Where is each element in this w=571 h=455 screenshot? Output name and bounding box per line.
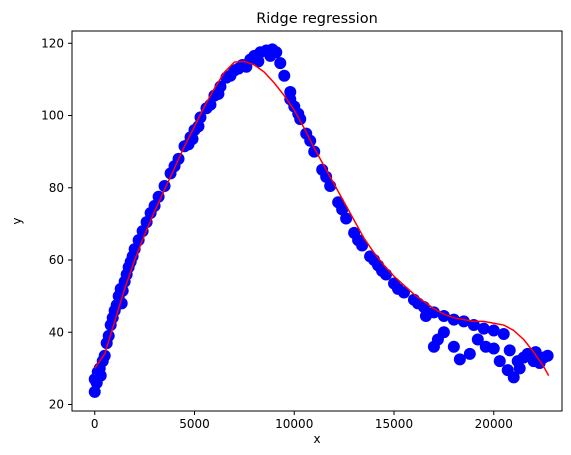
plot-area <box>88 43 554 398</box>
scatter-point <box>212 87 225 100</box>
y-axis-label: y <box>10 217 24 224</box>
plot-frame <box>71 30 563 412</box>
y-tick-label: 40 <box>49 325 64 339</box>
scatter-point <box>477 322 490 335</box>
scatter-point <box>152 190 165 203</box>
scatter-point <box>88 385 101 398</box>
scatter-point <box>471 333 484 346</box>
scatter-point <box>392 282 404 295</box>
scatter-point <box>352 234 365 247</box>
scatter-point <box>487 324 500 337</box>
scatter-point <box>419 310 432 322</box>
scatter-point <box>140 216 153 229</box>
x-tick-label: 20000 <box>475 417 513 431</box>
y-tick-label: 120 <box>41 36 64 50</box>
y-tick-label: 100 <box>41 109 64 123</box>
scatter-point <box>537 351 550 364</box>
scatter-point <box>224 69 237 82</box>
x-tick-label: 15000 <box>375 417 413 431</box>
scatter-point <box>501 364 514 377</box>
scatter-point <box>94 369 107 382</box>
scatter-point <box>278 69 291 82</box>
scatter-point <box>503 344 516 357</box>
y-tick-label: 20 <box>49 397 64 411</box>
x-axis-label: x <box>313 432 320 446</box>
scatter-point <box>252 55 265 68</box>
scatter-point <box>148 199 161 212</box>
scatter-point <box>264 49 277 62</box>
scatter-point <box>376 264 389 277</box>
fit-line <box>94 60 550 376</box>
y-tick-label: 60 <box>49 253 64 267</box>
scatter-point <box>411 297 424 310</box>
scatter-point <box>437 326 450 339</box>
scatter-point <box>497 328 510 341</box>
x-tick-label: 0 <box>91 417 99 431</box>
scatter-point <box>513 362 526 375</box>
scatter-point <box>336 203 349 216</box>
scatter-point <box>340 212 353 225</box>
scatter-point <box>487 342 500 355</box>
scatter-point <box>493 355 506 368</box>
x-tick-label: 10000 <box>275 417 313 431</box>
y-axis: 20 40 60 80 100 120 <box>41 36 72 411</box>
scatter-point <box>453 353 466 366</box>
scatter-point <box>284 93 297 106</box>
scatter-point <box>463 347 476 360</box>
y-tick-label: 80 <box>49 181 64 195</box>
scatter-point <box>447 340 460 353</box>
chart-title: Ridge regression <box>256 11 378 27</box>
x-axis: 0 5000 10000 15000 20000 <box>91 411 513 431</box>
scatter-point <box>274 57 287 70</box>
x-tick-label: 5000 <box>179 417 210 431</box>
scatter-point <box>447 313 460 326</box>
scatter-point <box>368 254 381 267</box>
